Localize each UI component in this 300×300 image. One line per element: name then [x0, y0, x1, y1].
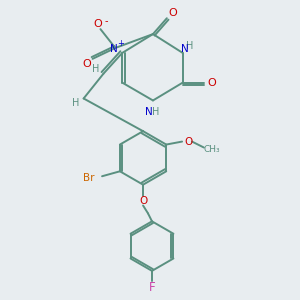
Text: N: N: [110, 44, 118, 54]
Text: O: O: [82, 59, 91, 69]
Text: Br: Br: [83, 173, 95, 183]
Text: N: N: [145, 107, 153, 117]
Text: H: H: [186, 41, 193, 51]
Text: O: O: [93, 19, 102, 29]
Text: O: O: [139, 196, 147, 206]
Text: H: H: [152, 107, 160, 117]
Text: H: H: [92, 64, 99, 74]
Text: -: -: [105, 16, 108, 26]
Text: O: O: [184, 136, 192, 147]
Text: O: O: [168, 8, 177, 18]
Text: CH₃: CH₃: [203, 145, 220, 154]
Text: N: N: [181, 44, 189, 54]
Text: +: +: [117, 38, 124, 47]
Text: H: H: [72, 98, 80, 108]
Text: O: O: [207, 78, 216, 88]
Text: F: F: [149, 281, 155, 294]
